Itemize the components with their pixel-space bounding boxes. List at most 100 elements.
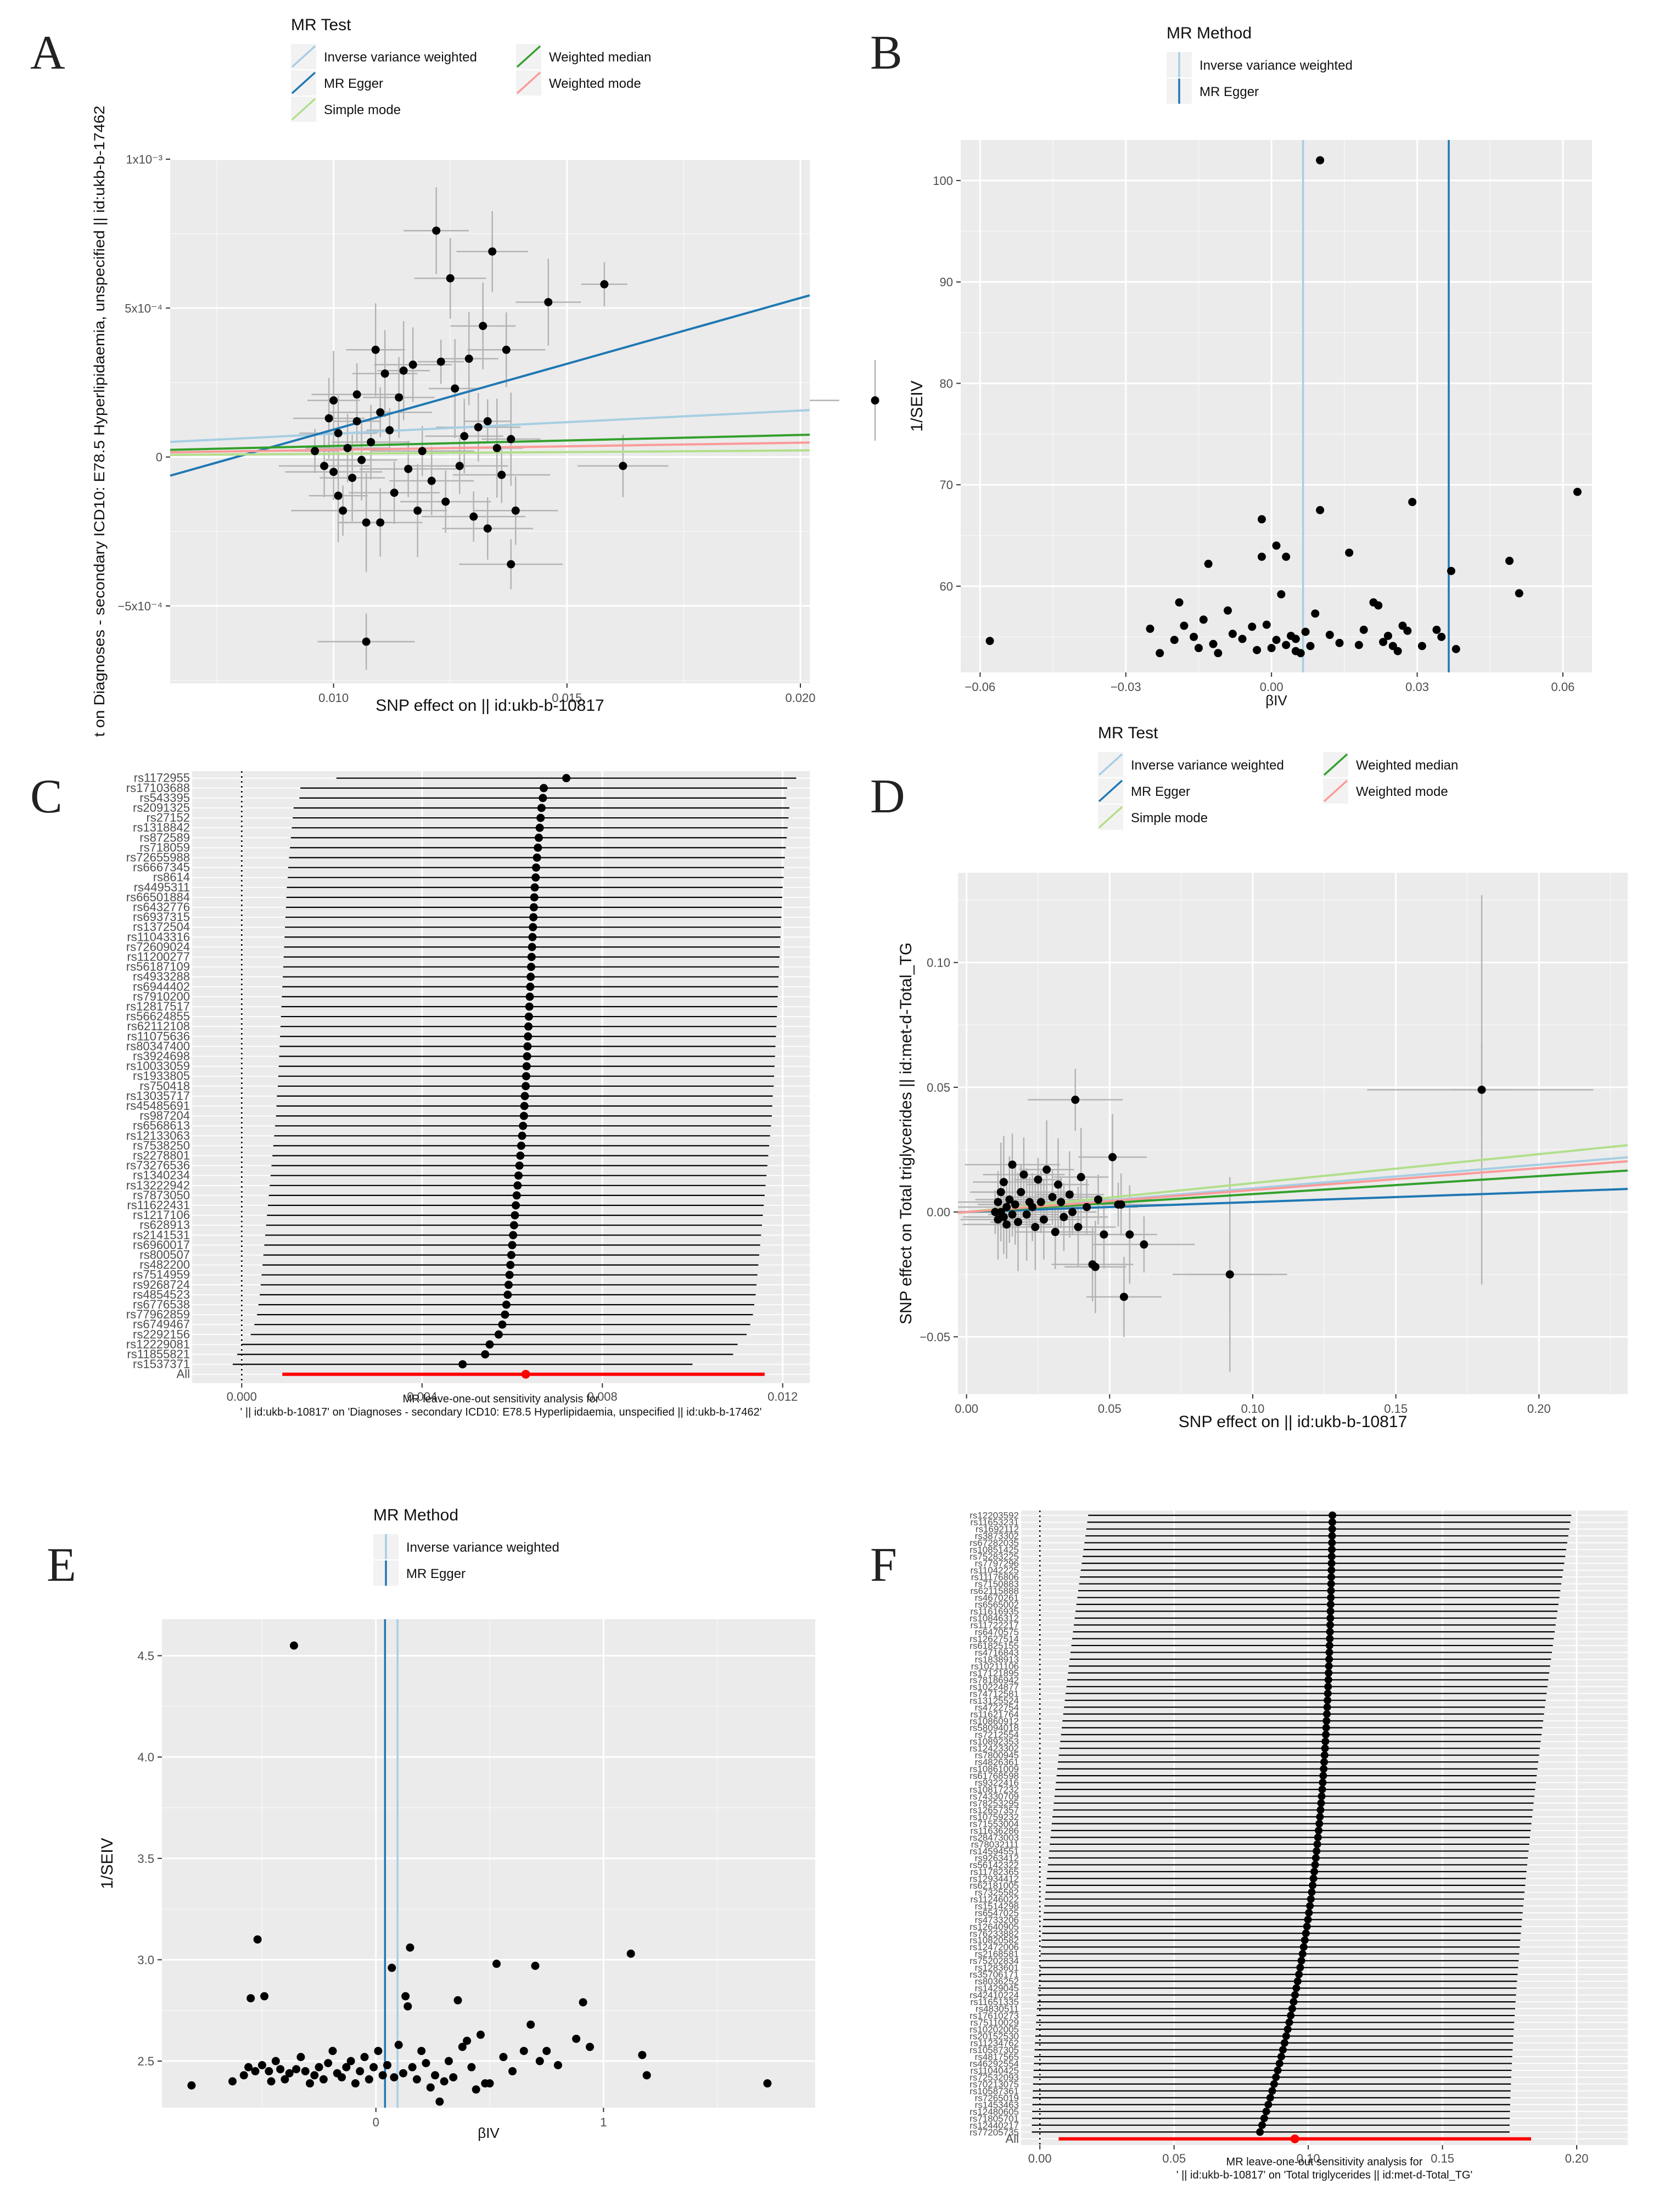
snp-label: rs13035717 xyxy=(126,1089,190,1103)
snp-label: rs56142322 xyxy=(969,1860,1019,1870)
data-point xyxy=(544,297,553,306)
plot-background xyxy=(961,140,1592,672)
snp-label: rs2278801 xyxy=(133,1148,190,1162)
estimate-point xyxy=(1287,2012,1295,2020)
estimate-point xyxy=(1326,1614,1335,1622)
estimate-point xyxy=(1295,1970,1303,1979)
snp-label: rs1217106 xyxy=(133,1208,190,1222)
y-tick-label: 1x10⁻³ xyxy=(126,153,162,166)
estimate-point xyxy=(539,794,547,802)
estimate-point xyxy=(1291,1991,1299,1999)
estimate-point xyxy=(1288,2005,1296,2013)
loo-row: rs3873302 xyxy=(975,1531,1568,1541)
loo-row: rs75110029 xyxy=(970,2018,1515,2028)
estimate-point xyxy=(1313,1847,1321,1855)
data-point xyxy=(1194,644,1203,653)
loo-row: rs6944402 xyxy=(133,980,778,993)
estimate-point xyxy=(513,1181,522,1190)
snp-label: rs20152530 xyxy=(969,2031,1019,2042)
data-point xyxy=(367,437,375,446)
loo-row: rs11636286 xyxy=(970,1826,1531,1836)
y-tick-label: 100 xyxy=(933,174,953,188)
snp-label: rs72609024 xyxy=(126,940,190,953)
data-point xyxy=(371,345,380,354)
data-point xyxy=(1074,1222,1083,1231)
loo-row: rs67282035 xyxy=(969,1538,1567,1548)
estimate-point xyxy=(511,1211,519,1220)
snp-label: rs800507 xyxy=(139,1248,190,1262)
loo-row: rs75283225 xyxy=(969,1552,1566,1562)
data-point xyxy=(542,2047,551,2056)
panel-letter: F xyxy=(870,1539,897,1592)
data-point xyxy=(1002,1203,1011,1211)
estimate-point xyxy=(1318,1792,1326,1800)
data-point xyxy=(257,2061,266,2069)
data-point xyxy=(1267,644,1276,653)
data-point xyxy=(267,2077,276,2086)
data-point xyxy=(1125,1230,1134,1239)
estimate-point xyxy=(501,1310,509,1319)
snp-label: rs11782365 xyxy=(970,1867,1019,1877)
snp-label: rs1283601 xyxy=(975,1963,1019,1973)
data-point xyxy=(1408,498,1417,507)
loo-row: rs10860912 xyxy=(969,1716,1544,1726)
estimate-point xyxy=(1258,2121,1266,2129)
y-tick-label: 5x10⁻⁴ xyxy=(125,301,162,315)
loo-row: rs11621764 xyxy=(970,1709,1544,1720)
data-point xyxy=(492,443,501,452)
estimate-point xyxy=(535,823,544,832)
x-axis-title-line: MR leave-one-out sensitivity analysis fo… xyxy=(1226,2156,1423,2168)
data-point xyxy=(385,426,394,435)
loo-row: rs12657357 xyxy=(969,1805,1533,1816)
data-point xyxy=(390,489,399,497)
loo-row: rs17610273 xyxy=(969,2011,1515,2021)
loo-row: rs10587361 xyxy=(969,2086,1511,2096)
estimate-point xyxy=(1327,1552,1336,1560)
snp-label: rs17103688 xyxy=(126,781,190,795)
data-point xyxy=(871,396,879,405)
data-point xyxy=(422,2059,430,2068)
snp-label: rs6547025 xyxy=(975,1908,1019,1918)
loo-row-all: All xyxy=(177,1367,765,1381)
data-point xyxy=(1119,1293,1128,1301)
data-points xyxy=(991,1085,1486,1301)
loo-row: rs7797296 xyxy=(975,1558,1565,1569)
snp-label: rs62112108 xyxy=(127,1019,190,1033)
loo-row: rs77962859 xyxy=(126,1307,753,1321)
legend-entry: Inverse variance weighted xyxy=(1098,752,1284,777)
estimate-point xyxy=(1315,1826,1323,1834)
loo-row: rs71553004 xyxy=(969,1819,1532,1829)
data-point xyxy=(1022,1210,1031,1219)
x-tick-label: 0.20 xyxy=(1527,1402,1551,1416)
data-point xyxy=(1277,590,1286,599)
snp-label: rs75202834 xyxy=(969,1956,1019,1966)
data-point xyxy=(1051,1228,1060,1237)
data-point xyxy=(1282,641,1291,649)
x-tick-label: 1 xyxy=(600,2115,607,2129)
snp-label: rs9322416 xyxy=(975,1778,1019,1788)
estimate-point xyxy=(1328,1518,1336,1526)
snp-label: rs71805701 xyxy=(969,2113,1019,2124)
estimate-point xyxy=(1322,1717,1331,1725)
estimate-point xyxy=(1328,1532,1336,1540)
data-point xyxy=(1019,1170,1028,1179)
data-point xyxy=(492,1960,501,1968)
legend-label: MR Egger xyxy=(324,76,383,91)
legend-label: Weighted median xyxy=(549,50,651,65)
data-point xyxy=(1199,615,1208,624)
loo-row: rs4854523 xyxy=(133,1288,756,1301)
estimate-point xyxy=(519,1111,528,1120)
estimate-point xyxy=(1310,1867,1319,1876)
data-point xyxy=(463,2036,472,2045)
loo-row: rs20152530 xyxy=(969,2031,1514,2042)
data-point xyxy=(1068,1208,1077,1216)
axis-ticks: 0.000 0.004 0.008 0.012 xyxy=(227,1383,798,1403)
estimate-point xyxy=(1304,1916,1312,1924)
loo-row: rs7873050 xyxy=(133,1188,765,1202)
snp-label: rs2141531 xyxy=(133,1228,190,1242)
data-point xyxy=(328,2047,337,2056)
snp-label: rs4854523 xyxy=(133,1288,190,1301)
estimate-point xyxy=(1292,1984,1301,1992)
estimate-point xyxy=(1303,1922,1311,1930)
grid-lines xyxy=(961,140,1592,672)
